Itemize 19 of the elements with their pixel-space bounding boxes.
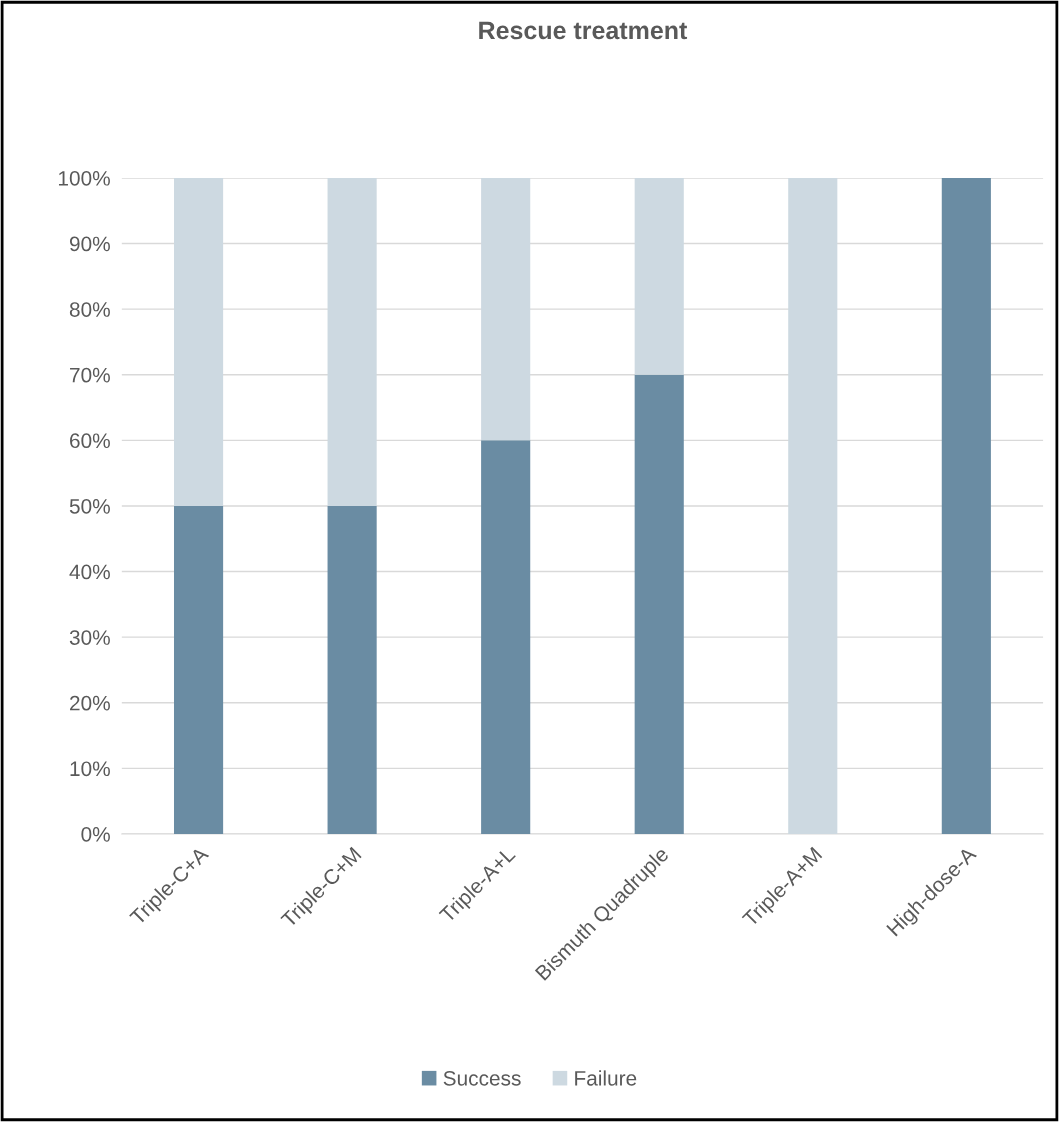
- y-tick-label: 90%: [69, 236, 110, 252]
- bar: [634, 374, 684, 834]
- y-tick-label: 30%: [69, 630, 110, 645]
- y-tick-label: 50%: [69, 498, 110, 514]
- y-tick-label: 40%: [69, 564, 110, 580]
- bar: [941, 177, 991, 834]
- legend-label: Success: [443, 1070, 521, 1086]
- chart-title: Rescue treatment: [479, 21, 688, 40]
- y-tick-label: 80%: [69, 302, 110, 317]
- y-tick-label: 20%: [70, 695, 110, 711]
- bar: [481, 440, 531, 834]
- bar: [173, 505, 224, 834]
- y-tick-label: 60%: [70, 433, 110, 449]
- legend-label: Failure: [575, 1070, 637, 1086]
- y-tick-label: 10%: [70, 761, 110, 777]
- y-tick-label: 70%: [70, 367, 110, 383]
- y-tick-label: 100%: [58, 170, 110, 186]
- y-tick-label: 0%: [81, 826, 110, 842]
- bar: [327, 505, 377, 834]
